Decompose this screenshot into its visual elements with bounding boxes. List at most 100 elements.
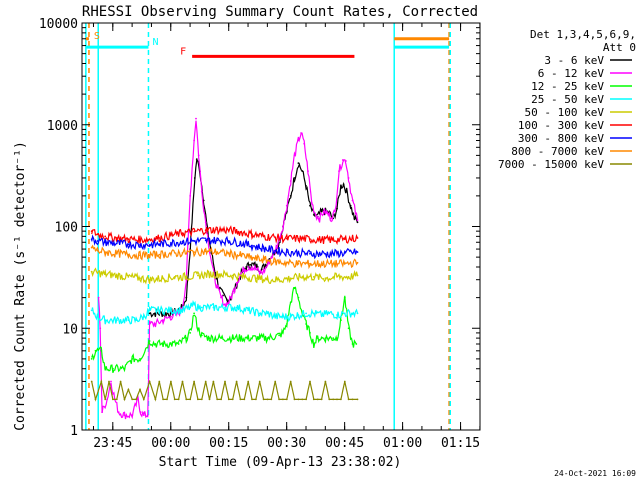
data-point	[297, 296, 300, 299]
data-point	[195, 158, 198, 161]
x-tick-label: 01:00	[383, 436, 422, 451]
data-point	[170, 315, 172, 318]
data-point	[297, 314, 300, 316]
data-point	[94, 349, 97, 352]
data-point	[336, 207, 338, 210]
data-point	[340, 319, 342, 322]
data-point	[123, 414, 126, 416]
data-point	[148, 380, 151, 383]
data-point	[349, 204, 352, 207]
data-point	[200, 398, 203, 401]
data-point	[197, 327, 199, 330]
data-point	[356, 237, 359, 239]
x-tick-label: 00:30	[267, 436, 306, 451]
data-point	[104, 273, 107, 276]
series-12-25-kev	[90, 286, 358, 374]
data-point	[90, 309, 93, 312]
legend-entry-label: 300 - 800 keV	[518, 132, 604, 145]
data-point	[336, 314, 338, 316]
data-point	[247, 380, 250, 383]
data-point	[142, 315, 145, 318]
legend-entry-label: 25 - 50 keV	[531, 93, 604, 106]
data-point	[158, 309, 161, 312]
data-point	[293, 154, 296, 157]
data-point	[90, 230, 93, 233]
data-point	[170, 242, 172, 244]
x-tick-label: 00:45	[325, 436, 364, 451]
data-point	[119, 380, 122, 383]
data-point	[235, 380, 238, 383]
data-point	[146, 414, 149, 416]
data-point	[282, 332, 284, 334]
data-point	[162, 319, 165, 322]
data-point	[345, 160, 347, 162]
data-point	[289, 277, 292, 280]
flag-label-n: N	[152, 37, 158, 48]
chart-title: RHESSI Observing Summary Count Rates, Co…	[82, 4, 478, 20]
data-point	[162, 277, 165, 280]
data-point	[108, 380, 110, 383]
data-point	[270, 398, 273, 401]
data-point	[227, 301, 230, 304]
series-line	[91, 286, 357, 374]
data-point	[181, 232, 184, 235]
data-point	[220, 337, 223, 339]
legend-header-line: Det 1,3,4,5,6,9,	[530, 28, 636, 41]
data-point	[289, 315, 292, 318]
data-point	[297, 237, 300, 240]
data-point	[139, 254, 141, 257]
data-point	[137, 398, 139, 401]
legend-entry-label: 3 - 6 keV	[544, 54, 604, 67]
data-point	[148, 254, 151, 257]
data-point	[345, 190, 348, 193]
data-point	[115, 319, 118, 322]
data-point	[351, 199, 354, 202]
data-point	[278, 398, 280, 401]
data-point	[123, 398, 126, 401]
data-point	[293, 286, 296, 289]
y-tick-label: 1	[70, 424, 78, 439]
data-point	[158, 380, 161, 383]
data-point	[293, 177, 296, 179]
data-point	[285, 204, 288, 207]
data-point	[262, 398, 265, 401]
data-point	[342, 183, 345, 186]
data-point	[247, 337, 250, 339]
data-point	[255, 277, 257, 280]
y-tick-label: 100	[55, 221, 78, 236]
data-point	[154, 312, 157, 315]
data-point	[336, 398, 338, 401]
data-point	[285, 251, 288, 254]
data-point	[301, 276, 304, 278]
data-point	[185, 276, 188, 278]
data-point	[278, 278, 280, 281]
data-point	[255, 268, 257, 271]
data-point	[262, 259, 265, 261]
data-point	[309, 204, 311, 207]
data-point	[258, 272, 261, 274]
data-point	[340, 185, 342, 187]
data-point	[154, 343, 157, 345]
data-point	[231, 337, 234, 339]
data-point	[262, 247, 265, 250]
data-point	[324, 337, 327, 339]
data-point	[312, 343, 315, 345]
x-tick-label: 23:45	[93, 436, 132, 451]
data-point	[332, 262, 335, 265]
series-line	[91, 244, 358, 270]
data-point	[96, 272, 99, 274]
data-point	[311, 202, 313, 205]
data-point	[204, 221, 207, 224]
data-point	[341, 159, 344, 161]
data-point	[193, 230, 196, 233]
series-300-800-kev	[90, 234, 359, 260]
data-point	[285, 323, 288, 325]
data-point	[96, 240, 99, 242]
data-point	[351, 398, 354, 401]
data-point	[289, 195, 292, 197]
data-point	[135, 319, 138, 322]
data-point	[90, 270, 93, 273]
data-point	[204, 380, 207, 383]
data-point	[189, 195, 192, 197]
